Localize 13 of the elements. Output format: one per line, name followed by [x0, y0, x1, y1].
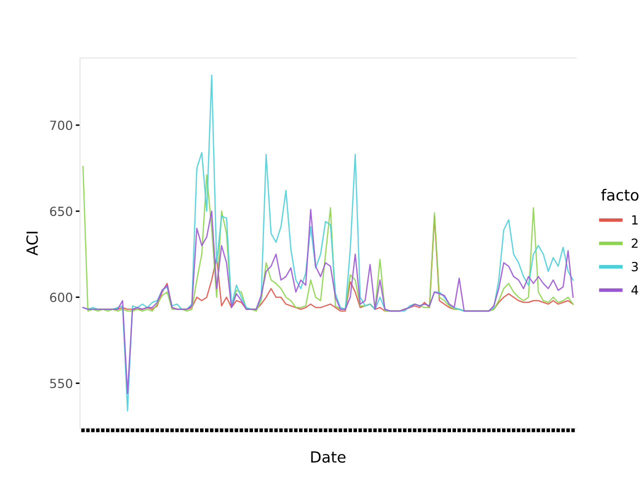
- legend-label: 2: [632, 238, 638, 248]
- y-axis-title: ACI: [26, 232, 38, 256]
- y-tick-label: 650: [50, 206, 72, 216]
- y-tick-label: 700: [50, 120, 72, 130]
- legend-title: facto: [601, 188, 638, 201]
- legend-label: 4: [631, 285, 638, 294]
- line-series: [82, 208, 574, 394]
- legend-label: 1: [632, 215, 638, 224]
- y-tick-label: 550: [50, 378, 72, 388]
- line-series: [82, 166, 574, 312]
- y-tick-label: 600: [50, 292, 72, 302]
- legend-label: 3: [632, 262, 638, 272]
- x-axis-title: Date: [311, 451, 346, 463]
